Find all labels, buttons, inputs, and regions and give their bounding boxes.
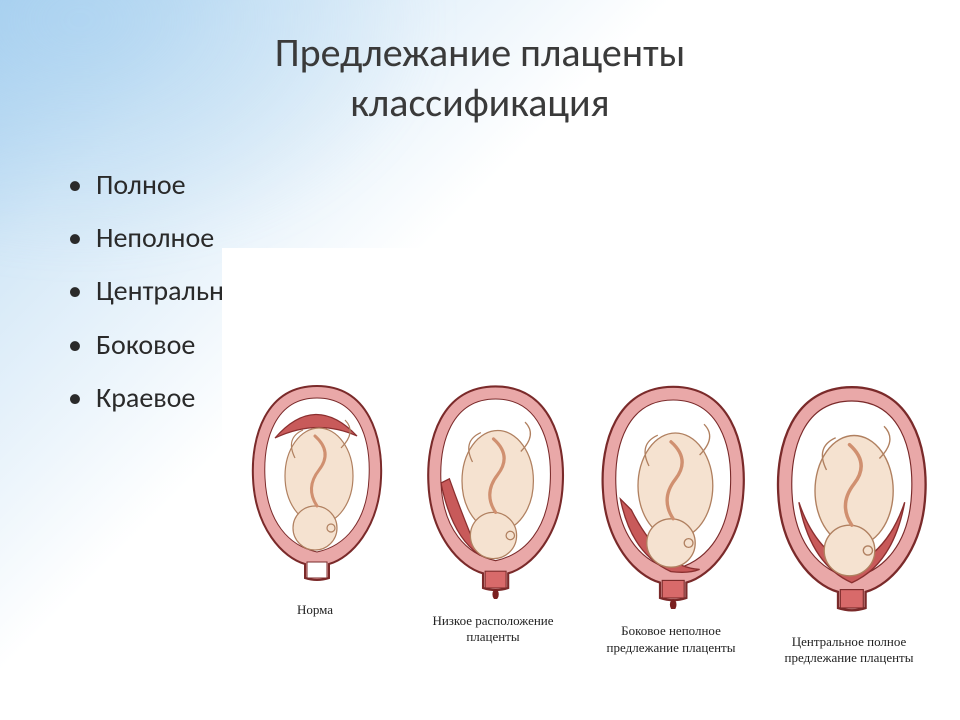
diagram-column: Центральное полное предлежание плаценты <box>763 378 935 667</box>
slide-title: Предлежание плаценты классификация <box>40 28 920 128</box>
diagram-column: Боковое неполное предлежание плаценты <box>585 378 757 657</box>
uterus-diagram <box>594 378 748 609</box>
slide: Предлежание плаценты классификация Полно… <box>0 0 960 720</box>
diagram-row: Норма Низкое расположение плаценты <box>222 248 942 697</box>
diagram-caption: Боковое неполное предлежание плаценты <box>596 623 746 657</box>
diagram-column: Норма <box>229 378 401 619</box>
uterus-diagram <box>245 378 385 588</box>
uterus-diagram <box>769 378 930 620</box>
diagram-caption: Низкое расположение плаценты <box>418 613 568 647</box>
title-line-2: классификация <box>350 78 609 127</box>
bullet-item: Полное <box>96 158 920 211</box>
uterus-diagram <box>420 378 567 599</box>
diagram-caption: Центральное полное предлежание плаценты <box>774 634 924 668</box>
diagram-caption: Норма <box>297 602 333 619</box>
diagram-panel: Норма Низкое расположение плаценты <box>222 248 942 697</box>
title-line-1: Предлежание плаценты <box>275 28 685 77</box>
diagram-column: Низкое расположение плаценты <box>407 378 579 646</box>
